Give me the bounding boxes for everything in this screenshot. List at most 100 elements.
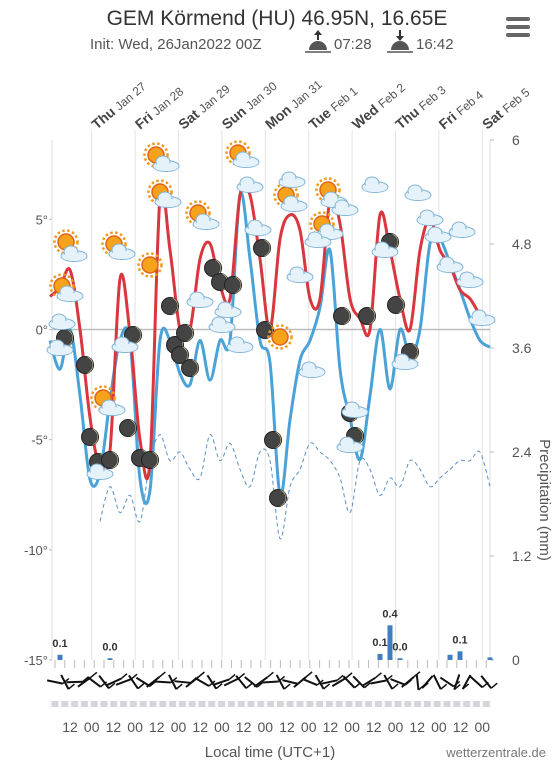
y-tick-label: 0° [36, 322, 48, 337]
weather-icon [280, 195, 308, 212]
precip-bar [377, 653, 383, 660]
gray-strip [306, 701, 314, 707]
gray-strip [423, 701, 431, 707]
x-tick-label: 00 [171, 719, 187, 735]
weather-icon [236, 176, 264, 193]
day-date: Jan 31 [288, 77, 325, 111]
wind-arrow [154, 680, 171, 684]
gray-strip [237, 701, 245, 707]
wind-arrow [293, 676, 307, 688]
weather-icon [358, 307, 376, 325]
x-tick-label: 00 [214, 719, 230, 735]
wind-arrow [262, 680, 279, 684]
gray-strip [71, 701, 79, 707]
y-tick-label: -15° [24, 653, 48, 668]
day-weekday: Fri [436, 109, 460, 133]
gray-strip [384, 701, 392, 707]
dashed-line [99, 434, 491, 540]
x-tick-label: 00 [388, 719, 404, 735]
wind-arrow [390, 678, 406, 686]
wind-barb [266, 671, 274, 678]
day-date: Feb 5 [500, 85, 533, 116]
weather-icon [333, 307, 351, 325]
y2-tick-label: 0 [512, 652, 520, 668]
day-weekday: Thu [392, 104, 422, 133]
weather-icon [108, 243, 136, 260]
day-date: Feb 3 [416, 83, 449, 114]
day-date: Feb 1 [328, 84, 361, 115]
wind-arrow [213, 678, 230, 686]
wind-arrow [453, 674, 461, 690]
chart-title: GEM Körmend (HU) 46.95N, 16.65E [107, 7, 448, 30]
precip-bar [457, 651, 463, 660]
menu-button[interactable] [506, 17, 530, 37]
day-weekday: Wed [349, 101, 382, 132]
wind-arrow [415, 673, 420, 691]
wind-barb [68, 683, 75, 690]
wind-arrow [342, 675, 356, 689]
x-tick-label: 00 [84, 719, 100, 735]
gray-strip [394, 701, 402, 707]
wind-arrow [282, 679, 299, 685]
y-tick-label: -10° [24, 543, 48, 558]
wind-arrow [302, 678, 318, 686]
y2-tick-label: 3.6 [512, 340, 532, 356]
wind-barb [238, 672, 246, 680]
weather-icon [244, 219, 272, 236]
weather-icon [176, 324, 194, 342]
weather-icon [331, 199, 359, 216]
wind-barb [440, 683, 448, 690]
y2-tick-label: 1.2 [512, 548, 532, 564]
gray-strip [208, 701, 216, 707]
wind-arrow [480, 675, 492, 689]
gray-strip [257, 701, 265, 707]
y-tick-label: 5° [36, 212, 48, 227]
wind-arrow [361, 676, 376, 688]
weather-icon [56, 285, 84, 302]
wind-arrow [432, 674, 442, 690]
wind-barb [137, 683, 145, 690]
precip-bar [397, 658, 403, 660]
gray-strip [374, 701, 382, 707]
gray-strip [169, 701, 177, 707]
gray-strip [198, 701, 206, 707]
wind-arrow [223, 677, 240, 687]
wind-arrow [370, 679, 387, 685]
wind-barb [421, 682, 429, 689]
weather-icon [214, 301, 242, 318]
sunset-time: 16:42 [416, 36, 454, 53]
weather-icon [181, 359, 199, 377]
weather-icon [448, 221, 476, 238]
gray-strip [178, 701, 186, 707]
weather-icon [186, 291, 214, 308]
day-date: Jan 30 [243, 79, 280, 113]
x-tick-label: 12 [279, 719, 295, 735]
precip-label: 0.0 [392, 641, 407, 653]
x-tick-label: 12 [453, 719, 469, 735]
weather-icon [232, 151, 260, 168]
wind-barb [245, 682, 253, 689]
wind-arrow [106, 677, 122, 687]
gray-strip [365, 701, 373, 707]
day-weekday: Sat [479, 106, 506, 132]
gray-strip [325, 701, 333, 707]
weather-icon [141, 451, 159, 469]
x-tick-label: 00 [301, 719, 317, 735]
day-date: Feb 2 [375, 80, 408, 111]
wind-arrow [331, 677, 347, 687]
weather-icon [253, 239, 271, 257]
precip-label: 0.4 [382, 608, 398, 620]
day-date: Jan 29 [196, 82, 233, 116]
x-tick-label: 00 [344, 719, 360, 735]
wind-barb [453, 684, 461, 691]
weather-icon [154, 191, 182, 208]
weather-icon [192, 213, 220, 230]
day-date: Jan 27 [112, 79, 149, 113]
precip-label: 0.0 [102, 641, 117, 653]
gray-strip [51, 701, 59, 707]
wind-arrow [321, 679, 338, 685]
wind-arrow [235, 675, 247, 689]
wind-barb [215, 683, 223, 690]
credit: wetterzentrale.de [445, 745, 546, 760]
wind-arrow [253, 676, 268, 688]
